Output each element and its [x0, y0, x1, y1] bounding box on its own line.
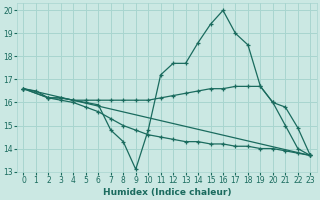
X-axis label: Humidex (Indice chaleur): Humidex (Indice chaleur): [103, 188, 231, 197]
